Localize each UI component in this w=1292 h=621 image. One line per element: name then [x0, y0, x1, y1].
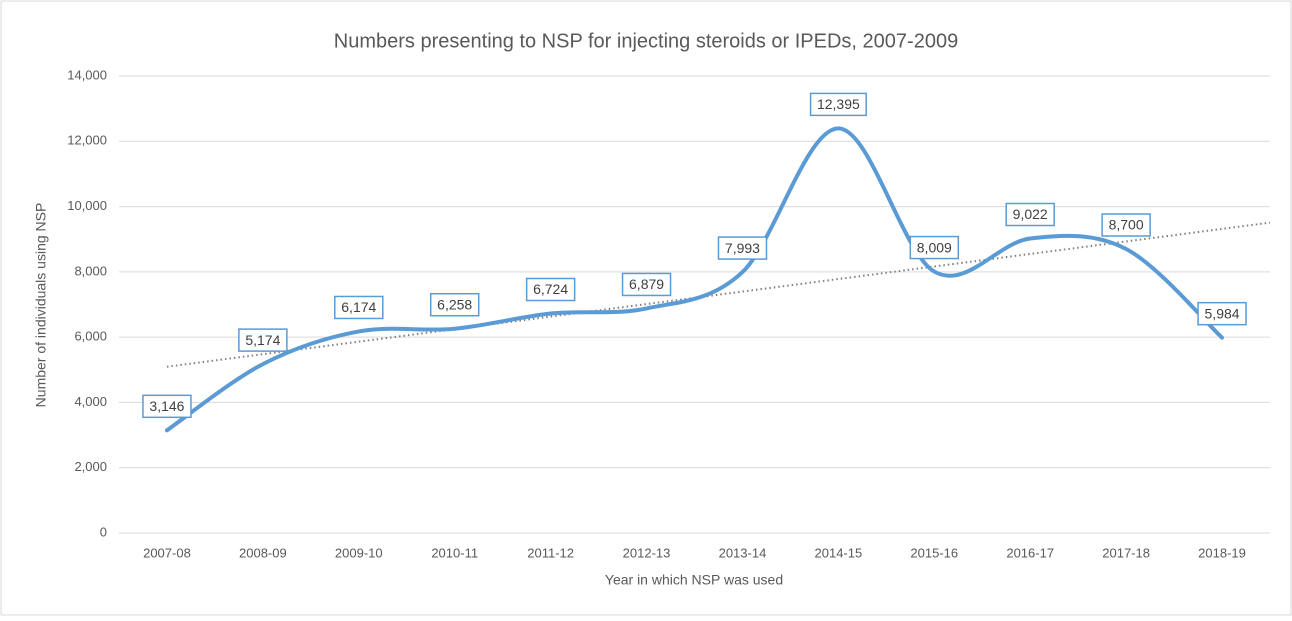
x-tick-label: 2007-08	[143, 545, 191, 560]
x-tick-label: 2017-18	[1102, 545, 1150, 560]
data-label: 8,009	[917, 239, 952, 255]
data-label-box	[809, 92, 867, 117]
data-label: 5,174	[245, 332, 280, 348]
y-tick-label: 10,000	[67, 198, 107, 213]
data-label-box	[1005, 202, 1055, 227]
data-label: 12,395	[817, 96, 860, 112]
y-tick-label: 12,000	[67, 133, 107, 148]
x-tick-label: 2011-12	[527, 545, 574, 560]
x-tick-label: 2015-16	[910, 545, 958, 560]
y-tick-label: 8,000	[74, 263, 107, 278]
data-label-box	[909, 235, 960, 260]
data-label: 7,993	[725, 240, 760, 256]
data-label: 6,879	[629, 276, 664, 292]
data-label-box	[334, 295, 384, 320]
x-tick-label: 2014-15	[815, 545, 863, 560]
x-tick-label: 2008-09	[239, 545, 287, 560]
x-axis-title: Year in which NSP was used	[605, 572, 783, 588]
x-tick-label: 2010-11	[431, 545, 478, 560]
x-tick-label: 2016-17	[1006, 545, 1054, 560]
chart-title: Numbers presenting to NSP for injecting …	[334, 30, 958, 52]
data-label: 9,022	[1013, 206, 1048, 222]
y-tick-label: 2,000	[74, 459, 107, 474]
data-label-box	[238, 328, 288, 352]
data-label-box	[525, 277, 576, 302]
line-series	[164, 126, 1225, 433]
data-label: 3,146	[149, 398, 184, 414]
x-tick-label: 2009-10	[335, 545, 383, 560]
y-tick-label: 4,000	[74, 394, 107, 409]
data-label: 6,724	[533, 281, 568, 297]
x-tick-label: 2013-14	[719, 545, 767, 560]
data-label: 5,984	[1205, 305, 1240, 321]
x-tick-label: 2012-13	[623, 545, 671, 560]
y-axis-title: Number of individuals using NSP	[33, 203, 49, 408]
y-tick-label: 6,000	[74, 329, 107, 344]
x-tick-label: 2018-19	[1198, 545, 1246, 560]
data-label-box	[142, 394, 192, 419]
data-label-box	[717, 236, 768, 260]
data-label: 6,258	[437, 296, 472, 312]
data-label-box	[621, 272, 672, 297]
y-tick-label: 0	[100, 524, 107, 539]
y-tick-label: 14,000	[67, 67, 107, 82]
trendline	[166, 221, 1271, 368]
data-label: 8,700	[1109, 217, 1144, 233]
data-label-box	[429, 292, 480, 317]
data-label-box	[1101, 213, 1151, 237]
data-label: 6,174	[341, 299, 376, 315]
data-label-box	[1197, 301, 1247, 326]
